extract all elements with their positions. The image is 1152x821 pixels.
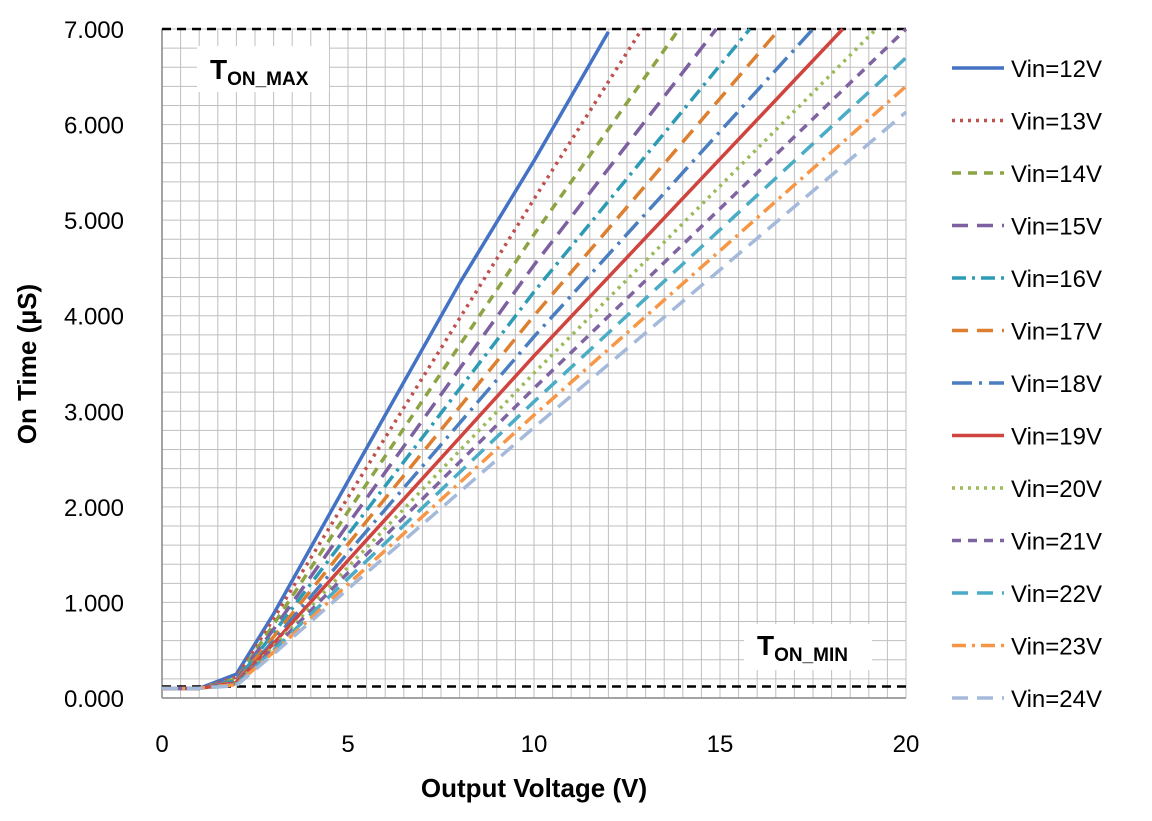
y-tick-label: 6.000 — [64, 113, 124, 140]
series-line — [162, 27, 815, 691]
series-line — [162, 28, 644, 691]
legend-label: Vin=14V — [1011, 161, 1102, 188]
series-line — [162, 27, 718, 691]
y-tick-label: 3.000 — [64, 399, 124, 426]
x-tick-label: 0 — [155, 731, 168, 758]
legend-label: Vin=22V — [1011, 581, 1102, 608]
x-tick-label: 10 — [521, 731, 548, 758]
ton-max-label-bg — [197, 46, 329, 92]
y-tick-labels: 0.000 1.000 2.000 3.000 4.000 5.000 6.000 7.000 — [64, 17, 124, 713]
legend-label: Vin=20V — [1011, 476, 1102, 503]
series-line — [162, 27, 752, 691]
legend-label: Vin=19V — [1011, 424, 1102, 451]
legend-label: Vin=21V — [1011, 529, 1102, 556]
legend: Vin=12V Vin=13V Vin=14V Vin=15V Vin=16V Vin=1… — [952, 56, 1102, 713]
y-tick-label: 5.000 — [64, 208, 124, 235]
series-line — [162, 27, 845, 691]
grid — [161, 28, 907, 699]
y-tick-label: 4.000 — [64, 304, 124, 331]
y-tick-label: 0.000 — [64, 686, 124, 713]
y-axis-title: On Time (µS) — [12, 284, 42, 444]
legend-label: Vin=13V — [1011, 109, 1102, 136]
plot-series — [162, 27, 908, 691]
legend-label: Vin=12V — [1011, 56, 1102, 83]
series-line — [162, 27, 681, 691]
reference-lines — [162, 27, 906, 688]
legend-label: Vin=16V — [1011, 266, 1102, 293]
ton-min-label: TON_MIN — [757, 630, 848, 666]
y-tick-label: 7.000 — [64, 17, 124, 44]
y-tick-label: 2.000 — [64, 495, 124, 522]
legend-label: Vin=24V — [1011, 686, 1102, 713]
axis-lines — [161, 29, 906, 699]
x-tick-label: 20 — [893, 731, 920, 758]
x-tick-label: 5 — [341, 731, 354, 758]
series-line — [162, 110, 908, 691]
legend-label: Vin=17V — [1011, 319, 1102, 346]
legend-label: Vin=18V — [1011, 371, 1102, 398]
ton-max-label: TON_MAX — [210, 54, 309, 90]
legend-label: Vin=15V — [1011, 214, 1102, 241]
y-tick-label: 1.000 — [64, 590, 124, 617]
ton-min-label-bg — [744, 624, 872, 670]
annotations: TON_MAX TON_MIN — [197, 46, 872, 670]
x-tick-label: 15 — [707, 731, 734, 758]
x-tick-labels: 0 5 10 15 20 — [155, 731, 919, 758]
legend-label: Vin=23V — [1011, 634, 1102, 661]
series-line — [162, 27, 878, 691]
x-axis-title: Output Voltage (V) — [421, 773, 647, 803]
